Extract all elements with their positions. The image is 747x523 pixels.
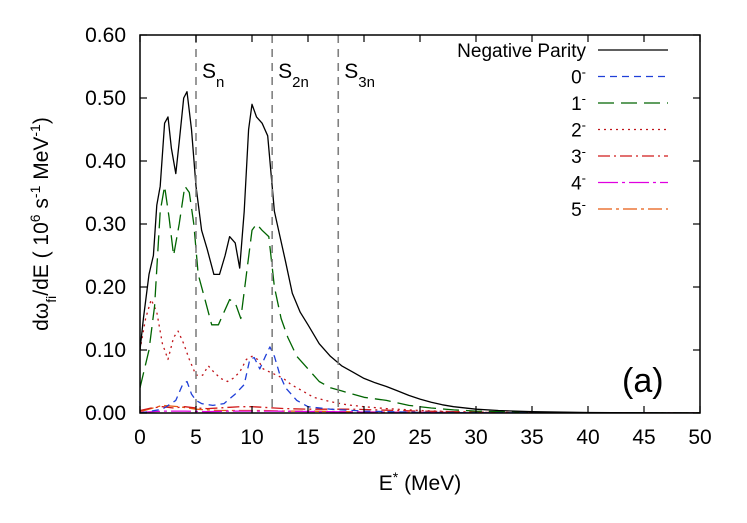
x-axis-label-rest: (MeV): [398, 472, 461, 495]
y-axis-label-sup: 6: [27, 214, 43, 222]
legend-entry-label: 2-: [571, 117, 586, 142]
y-tick-label: 0.10: [85, 339, 126, 362]
y-axis-label-sub: fi: [43, 296, 59, 303]
legend-label-name: 0: [571, 68, 582, 89]
x-tick-label: 5: [190, 426, 202, 449]
y-axis-label-part: dω: [30, 303, 53, 331]
plot-frame: [139, 34, 701, 414]
y-tick-label: 0.20: [85, 276, 126, 299]
x-tick-label: 50: [688, 426, 711, 449]
x-tick-label: 35: [520, 426, 543, 449]
legend-entry-label: Negative Parity: [457, 41, 586, 62]
y-tick-label: 0.50: [85, 87, 126, 110]
legend-label-sup: -: [582, 117, 586, 132]
threshold-label-base: S: [344, 60, 358, 83]
series-line-1: [140, 185, 700, 413]
series-line-2: [140, 298, 700, 413]
threshold-label: Sn: [202, 60, 224, 91]
x-tick-label: 20: [352, 426, 375, 449]
legend-entry-label: 1-: [571, 91, 586, 116]
panel-label: (a): [622, 362, 664, 400]
legend-label-name: Negative Parity: [457, 41, 586, 62]
threshold-layer: Sn S2n S3n: [195, 35, 375, 413]
axis-ticks: 0 5 10 15 20 25 30 35 40 45 500.000.100.200.300.40…: [85, 24, 712, 449]
threshold-label-sub: 2n: [292, 74, 309, 91]
y-axis-label-sup: -1: [27, 185, 43, 198]
y-tick-label: 0.60: [85, 24, 126, 47]
series-line-5: [140, 404, 700, 413]
legend-label-name: 2: [571, 121, 582, 142]
x-tick-label: 45: [632, 426, 655, 449]
x-axis-label-sup: *: [393, 469, 399, 485]
y-axis-label-part: s: [30, 198, 53, 214]
legend-label-sup: -: [582, 64, 586, 79]
threshold-label: S2n: [278, 60, 309, 91]
x-tick-label: 25: [408, 426, 431, 449]
legend-entry-label: 5-: [571, 197, 586, 222]
legend-label-name: 1: [571, 94, 582, 115]
series-line-negative-parity: [140, 91, 700, 413]
threshold-label-sub: 3n: [358, 74, 375, 91]
y-tick-label: 0.30: [85, 213, 126, 236]
x-tick-label: 40: [576, 426, 599, 449]
y-axis-label-part: MeV: [30, 137, 53, 186]
series-line-0: [140, 346, 700, 413]
threshold-label-sub: n: [216, 74, 224, 91]
legend-entry-label: 0-: [571, 64, 586, 89]
x-tick-label: 15: [296, 426, 319, 449]
legend-label-name: 5: [571, 200, 582, 221]
x-tick-label: 30: [464, 426, 487, 449]
legend-label-sup: -: [582, 144, 586, 159]
y-axis-label-part: /dE ( 10: [30, 222, 53, 296]
x-tick-label: 0: [134, 426, 146, 449]
data-series-layer: [140, 91, 700, 413]
legend-label-sup: -: [582, 91, 586, 106]
x-tick-label: 10: [240, 426, 263, 449]
x-axis-label: E* (MeV): [379, 469, 461, 495]
legend-label-sup: -: [582, 170, 586, 185]
y-axis-label-sup: -1: [27, 124, 43, 137]
threshold-label-base: S: [202, 60, 216, 83]
threshold-label-base: S: [278, 60, 292, 83]
threshold-label: S3n: [344, 60, 375, 91]
legend-label-sup: -: [582, 197, 586, 212]
y-tick-label: 0.00: [85, 402, 126, 425]
legend-entry-label: 3-: [571, 144, 586, 169]
legend-label-name: 3: [571, 147, 582, 168]
legend-entry-label: 4-: [571, 170, 586, 195]
y-axis-label-part: ): [30, 117, 53, 124]
y-axis-label: dωfi/dE ( 106 s-1 MeV-1): [27, 117, 59, 331]
legend-label-name: 4: [571, 174, 582, 195]
y-tick-label: 0.40: [85, 150, 126, 173]
x-axis-label-base: E: [379, 472, 393, 495]
